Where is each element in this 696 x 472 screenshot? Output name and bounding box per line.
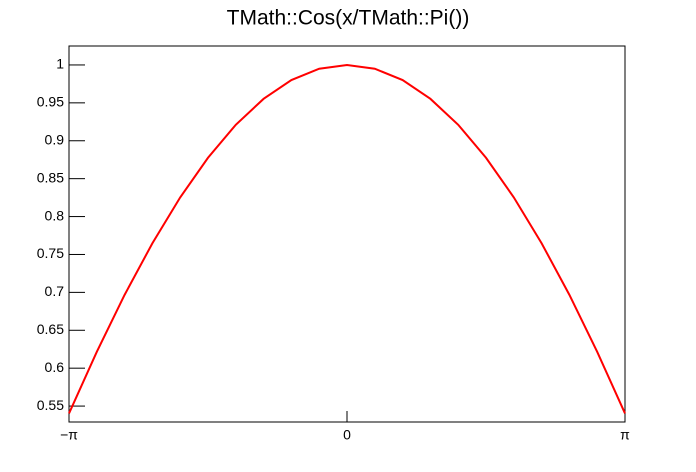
chart-title: TMath::Cos(x/TMath::Pi()) bbox=[227, 7, 470, 30]
y-tick-label: 0.65 bbox=[37, 321, 64, 337]
y-tick-label: 0.75 bbox=[37, 245, 64, 261]
y-tick-label: 0.9 bbox=[45, 131, 65, 147]
x-tick-label: −π bbox=[60, 427, 78, 443]
y-tick-label: 0.55 bbox=[37, 397, 64, 413]
y-tick-label: 0.95 bbox=[37, 94, 64, 110]
y-tick-label: 0.7 bbox=[45, 283, 65, 299]
line bbox=[68, 63, 626, 414]
y-tick-label: 0.6 bbox=[45, 359, 65, 375]
y-tick-label: 1 bbox=[56, 56, 64, 72]
y-tick-label: 0.8 bbox=[45, 207, 65, 223]
y-tick-label: 0.85 bbox=[37, 169, 64, 185]
x-tick-label: 0 bbox=[343, 427, 351, 443]
x-tick-label: π bbox=[620, 427, 630, 443]
